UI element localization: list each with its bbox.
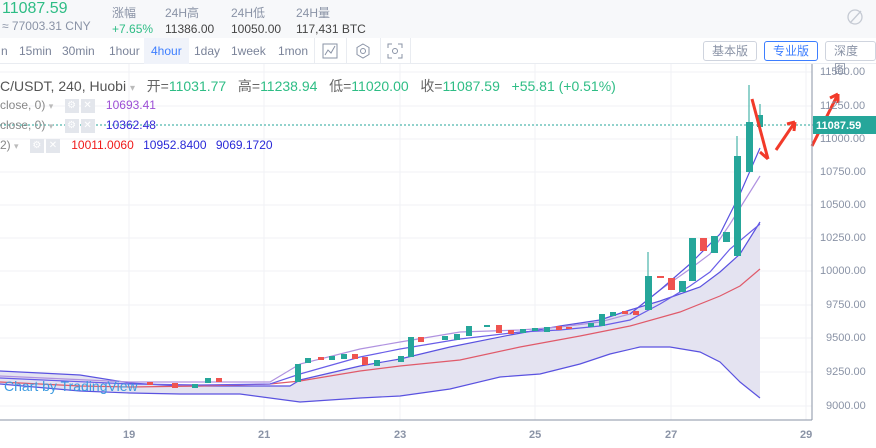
divider [380,38,381,64]
low-stat: 24H低 10050.00 [231,6,282,36]
depth-chart-button[interactable]: 深度图 [825,41,876,76]
svg-text:10000.00: 10000.00 [820,265,866,277]
ma1-legend: close, 0) ▾ ⚙ ✕ 10693.41 [0,98,156,113]
gear-icon[interactable]: ⚙ [64,118,79,133]
svg-text:9000.00: 9000.00 [826,400,866,412]
interval-1day[interactable]: 1day [194,44,221,58]
change-stat: 涨幅 +7.65% [112,6,154,36]
tradingview-watermark[interactable]: Chart by TradingView [4,378,138,394]
symbol-label[interactable]: C/USDT, 240, Huobi [0,78,127,94]
svg-text:21: 21 [258,429,270,441]
brush-icon[interactable] [846,8,864,31]
pro-version-button[interactable]: 专业版 [764,41,819,61]
basic-version-button[interactable]: 基本版 [703,41,758,61]
svg-text:11500.00: 11500.00 [820,66,865,78]
svg-text:10250.00: 10250.00 [820,232,866,244]
high-stat: 24H高 11386.00 [165,6,215,36]
divider [314,38,315,64]
svg-text:9500.00: 9500.00 [826,332,866,344]
svg-text:27: 27 [665,429,677,441]
toolbar: n 15min 30min 1hour 4hour 1day 1week 1mo… [0,38,876,76]
svg-text:10500.00: 10500.00 [820,199,866,211]
close-icon[interactable]: ✕ [45,138,60,153]
gear-icon[interactable]: ⚙ [64,98,79,113]
svg-text:25: 25 [529,429,541,441]
volume-stat: 24H量 117,431 BTC [296,6,366,36]
svg-text:9250.00: 9250.00 [826,366,866,378]
svg-text:23: 23 [394,429,406,441]
settings-hex-icon[interactable] [355,43,371,64]
interval-1min[interactable]: n [1,44,8,58]
interval-1mon[interactable]: 1mon [278,44,309,58]
screenshot-icon[interactable] [387,43,403,64]
svg-text:10750.00: 10750.00 [820,166,866,178]
price-chart[interactable]: 11500.00 11250.00 11000.00 10750.00 10500.00… [0,64,876,448]
interval-1hour[interactable]: 1hour [109,44,140,58]
ticker-bar: 11087.59 ≈ 77003.31 CNY 涨幅 +7.65% 24H高 113… [0,0,876,38]
boll-legend: 2) ▾ ⚙ ✕ 10011.0060 10952.8400 9069.1720 [0,138,273,153]
cny-price: ≈ 77003.31 CNY [2,19,91,33]
svg-text:29: 29 [800,429,812,441]
svg-text:19: 19 [123,429,135,441]
interval-15min[interactable]: 15min [19,44,52,58]
last-price: 11087.59 [2,0,68,17]
ohlc-legend: C/USDT, 240, Huobi ▾ 开=11031.77 高=11238.… [0,78,616,94]
svg-text:11250.00: 11250.00 [820,100,865,112]
gear-icon[interactable]: ⚙ [29,138,44,153]
interval-1week[interactable]: 1week [231,44,266,58]
svg-text:9750.00: 9750.00 [826,299,866,311]
svg-text:11087.59: 11087.59 [816,120,861,132]
interval-30min[interactable]: 30min [62,44,95,58]
interval-4hour[interactable]: 4hour [144,38,189,64]
divider [410,38,411,64]
ma2-legend: close, 0) ▾ ⚙ ✕ 10362.48 [0,118,156,133]
svg-text:11000.00: 11000.00 [820,133,865,145]
close-icon[interactable]: ✕ [80,118,95,133]
chart-type-icon[interactable] [322,43,338,64]
divider [346,38,347,64]
close-icon[interactable]: ✕ [80,98,95,113]
